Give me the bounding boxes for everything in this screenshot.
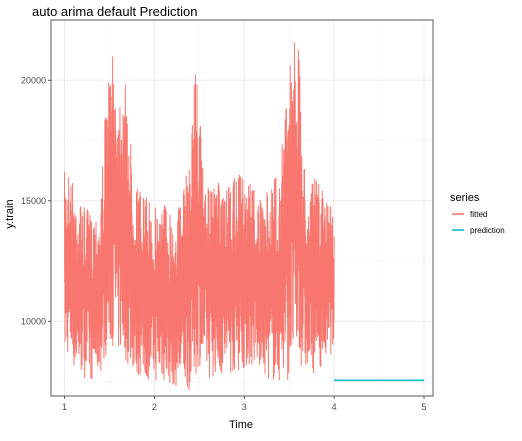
x-tick-label: 3 <box>242 402 247 412</box>
legend-label-fitted: fitted <box>470 210 487 219</box>
x-axis-label: Time <box>229 419 253 431</box>
x-tick-label: 1 <box>62 402 67 412</box>
legend-items: fitted prediction <box>451 207 505 237</box>
panel-border <box>50 19 434 397</box>
series-layer <box>63 42 425 391</box>
legend-title: series <box>450 192 480 204</box>
x-tick-label: 2 <box>152 402 157 412</box>
y-tick-label: 15000 <box>21 196 46 206</box>
legend: series fitted prediction <box>450 192 505 237</box>
legend-label-prediction: prediction <box>470 226 505 235</box>
x-tick-label: 4 <box>332 402 337 412</box>
y-tick-label: 10000 <box>21 316 46 326</box>
x-tick-label: 5 <box>422 402 427 412</box>
y-tick-label: 20000 <box>21 75 46 85</box>
series-fitted-line <box>63 42 335 391</box>
axes: 1 2 3 4 5 10000 15000 20000 <box>21 19 434 412</box>
y-axis-label: y.train <box>4 199 16 228</box>
chart-title: auto arima default Prediction <box>32 4 197 19</box>
